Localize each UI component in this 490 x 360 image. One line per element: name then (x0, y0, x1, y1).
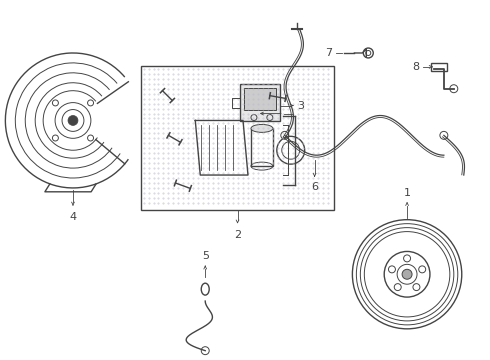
Bar (141, 66, 335, 210)
Text: 3: 3 (297, 100, 304, 111)
Text: 6: 6 (311, 182, 318, 192)
Bar (431, 63, 447, 71)
Bar (244, 88, 276, 109)
Text: 5: 5 (202, 251, 209, 261)
Text: 4: 4 (70, 212, 76, 222)
Ellipse shape (251, 125, 273, 132)
Text: 7: 7 (325, 48, 333, 58)
Text: 1: 1 (404, 188, 411, 198)
Text: 8: 8 (412, 62, 419, 72)
Circle shape (68, 116, 78, 125)
Bar (240, 84, 280, 121)
Circle shape (402, 269, 412, 279)
Text: 2: 2 (234, 230, 241, 240)
Bar (251, 129, 273, 166)
